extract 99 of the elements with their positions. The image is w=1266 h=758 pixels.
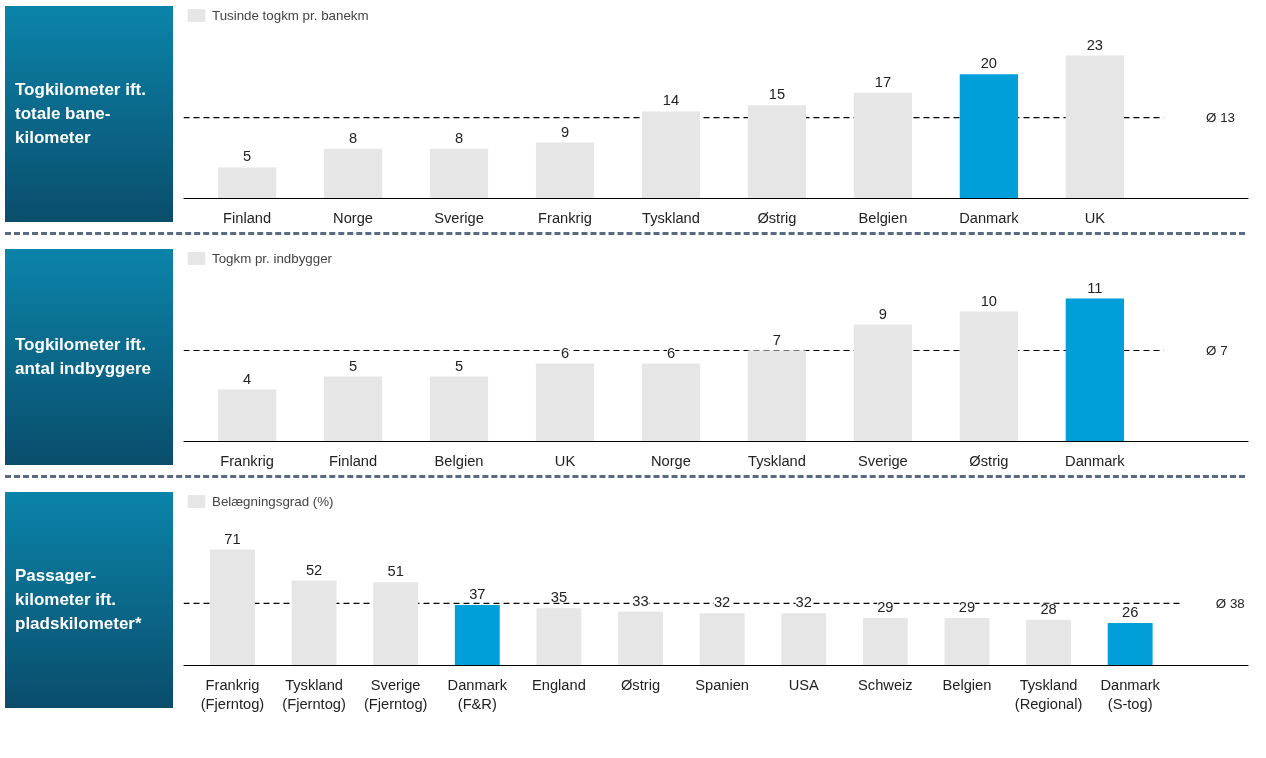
data-label: 9 bbox=[560, 123, 570, 140]
bar bbox=[944, 618, 990, 666]
data-label: 23 bbox=[1086, 36, 1103, 53]
data-label: 37 bbox=[469, 586, 486, 603]
bar bbox=[641, 363, 701, 442]
data-label: 29 bbox=[877, 599, 894, 616]
x-tick-label: England bbox=[532, 676, 586, 693]
x-tick-label: Østrig bbox=[757, 209, 797, 226]
data-label: 8 bbox=[454, 129, 464, 146]
x-tick-label: UK bbox=[554, 452, 576, 469]
bar bbox=[535, 363, 595, 442]
bar bbox=[959, 74, 1019, 199]
bar bbox=[1107, 623, 1153, 666]
x-tick-label: Danmark (F&R) bbox=[447, 676, 508, 712]
data-label: 6 bbox=[560, 344, 570, 361]
x-tick-label: Belgien bbox=[858, 209, 908, 226]
data-label: 32 bbox=[795, 594, 812, 611]
x-tick-label: Sverige (Fjerntog) bbox=[363, 676, 428, 712]
data-label: 5 bbox=[348, 357, 358, 374]
x-tick-label: Norge bbox=[333, 209, 374, 226]
data-label: 17 bbox=[874, 73, 892, 90]
ref-line-label: Ø 13 bbox=[1206, 110, 1236, 126]
data-label: 14 bbox=[662, 92, 680, 109]
bar bbox=[1065, 55, 1124, 199]
bar bbox=[618, 611, 663, 666]
data-label: 35 bbox=[550, 589, 568, 606]
x-tick-label: Sverige bbox=[858, 452, 908, 469]
bar bbox=[536, 608, 582, 666]
bar bbox=[535, 142, 595, 199]
bar bbox=[1026, 619, 1071, 666]
x-tick-label: Belgien bbox=[434, 452, 484, 469]
text: Passager-kilometer ift. pladskilometer* bbox=[15, 564, 143, 636]
bar bbox=[210, 549, 255, 666]
data-label: 52 bbox=[305, 561, 323, 578]
x-tick-label: Frankrig (Fjerntog) bbox=[200, 676, 265, 712]
x-tick-label: Tyskland (Fjerntog) bbox=[282, 676, 346, 712]
x-tick-label: Spanien bbox=[695, 676, 750, 693]
x-tick-label: Norge bbox=[651, 452, 691, 469]
bar bbox=[747, 350, 807, 442]
legend-label: Tusinde togkm pr. banekm bbox=[212, 7, 369, 23]
x-tick-label: Schweiz bbox=[858, 676, 913, 693]
data-label: 33 bbox=[632, 592, 649, 609]
x-tick-label: Tyskland bbox=[748, 452, 806, 469]
data-label: 4 bbox=[243, 370, 252, 387]
bar bbox=[217, 167, 277, 199]
text: Togkilometer ift. antal indbyggere bbox=[15, 333, 153, 380]
data-label: 6 bbox=[666, 344, 676, 361]
x-tick-label: Frankrig bbox=[220, 452, 274, 469]
bar bbox=[862, 618, 908, 666]
x-tick-label: UK bbox=[1084, 209, 1106, 226]
bar bbox=[373, 582, 419, 666]
bar bbox=[217, 389, 277, 442]
data-label: 32 bbox=[713, 594, 731, 611]
x-tick-label: Finland bbox=[223, 209, 272, 226]
data-label: 71 bbox=[224, 530, 241, 547]
data-label: 29 bbox=[958, 599, 976, 616]
x-tick-label: Tyskland (Regional) bbox=[1014, 676, 1083, 712]
bar bbox=[959, 311, 1019, 442]
data-label: 11 bbox=[1087, 279, 1103, 296]
data-label: 5 bbox=[454, 357, 464, 374]
bar bbox=[781, 613, 827, 666]
ref-line-label: Ø 38 bbox=[1215, 595, 1245, 611]
legend-label: Togkm pr. indbygger bbox=[212, 250, 333, 266]
x-tick-label: Belgien bbox=[942, 676, 992, 693]
ref-line-label: Ø 7 bbox=[1206, 343, 1228, 359]
x-tick-label: Frankrig bbox=[538, 209, 592, 226]
bar bbox=[323, 148, 383, 199]
x-tick-label: Tyskland bbox=[642, 209, 700, 226]
bar bbox=[323, 376, 383, 442]
bar bbox=[429, 376, 489, 442]
x-tick-label: Østrig bbox=[620, 676, 661, 693]
data-label: 9 bbox=[878, 305, 887, 322]
data-label: 8 bbox=[348, 129, 358, 146]
bar bbox=[699, 613, 745, 666]
text: Togkilometer ift. totale bane-kilometer bbox=[15, 78, 147, 150]
data-label: 10 bbox=[980, 292, 998, 309]
bar bbox=[1065, 298, 1124, 442]
x-tick-label: Danmark (S-tog) bbox=[1100, 676, 1161, 712]
data-label: 5 bbox=[243, 148, 252, 165]
data-label: 26 bbox=[1122, 604, 1139, 621]
x-tick-label: Sverige bbox=[434, 209, 484, 226]
bar bbox=[454, 605, 500, 666]
x-tick-label: Danmark bbox=[1065, 452, 1126, 469]
bar bbox=[853, 324, 913, 442]
bar bbox=[429, 148, 489, 199]
data-label: 15 bbox=[768, 86, 786, 103]
data-label: 7 bbox=[772, 331, 782, 348]
bar bbox=[641, 111, 701, 199]
x-tick-label: USA bbox=[788, 676, 820, 693]
x-tick-label: Finland bbox=[329, 452, 378, 469]
data-label: 51 bbox=[387, 563, 404, 580]
legend-label: Belægningsgrad (%) bbox=[212, 493, 334, 509]
bar bbox=[747, 105, 807, 199]
bar bbox=[291, 580, 337, 666]
x-tick-label: Danmark bbox=[959, 209, 1020, 226]
bar bbox=[853, 92, 913, 199]
x-tick-label: Østrig bbox=[969, 452, 1009, 469]
data-label: 28 bbox=[1040, 600, 1057, 617]
data-label: 20 bbox=[980, 55, 998, 72]
